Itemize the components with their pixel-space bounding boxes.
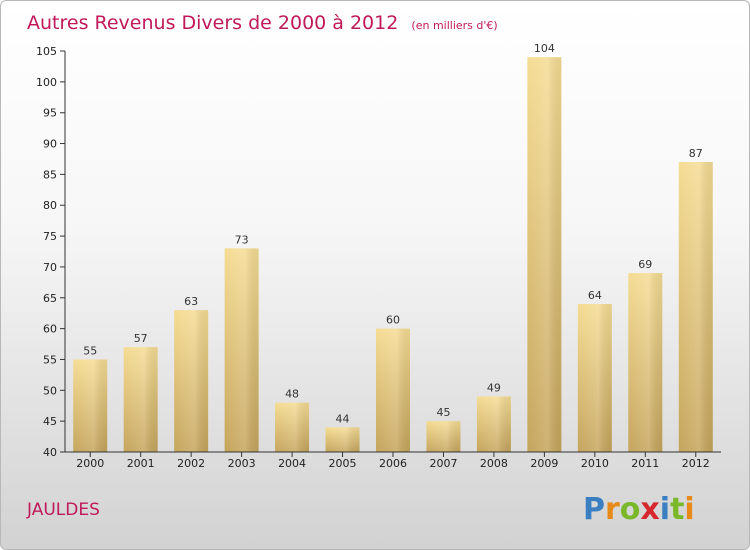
chart-title: Autres Revenus Divers de 2000 à 2012 (en…: [27, 12, 498, 34]
proxiti-logo[interactable]: Proxiti: [583, 492, 695, 527]
logo-letter: P: [583, 492, 605, 527]
town-name: JAULDES: [26, 500, 100, 520]
data-label: 63: [184, 295, 198, 308]
data-label: 69: [638, 258, 652, 271]
x-tick-label: 2012: [682, 457, 710, 470]
data-label: 55: [83, 344, 97, 357]
logo-letter: x: [640, 492, 659, 527]
x-tick-label: 2006: [379, 457, 407, 470]
x-tick-label: 2002: [177, 457, 205, 470]
data-label: 73: [235, 233, 249, 246]
y-tick-label: 90: [43, 138, 57, 151]
x-tick-label: 2003: [228, 457, 256, 470]
x-tick-label: 2000: [76, 457, 104, 470]
chart-title-main: Autres Revenus Divers de 2000 à 2012: [27, 12, 398, 34]
bar-sheen: [577, 303, 612, 452]
y-tick-label: 40: [43, 446, 57, 459]
y-tick-label: 80: [43, 199, 57, 212]
bar-sheen: [628, 273, 663, 452]
bar-sheen: [476, 396, 511, 452]
bar-sheen: [174, 310, 209, 452]
x-axis: 2000 2001 2002 2003 2004 2005 2006 2007 2008 2009…: [65, 451, 721, 470]
y-tick-label: 60: [43, 323, 57, 336]
y-tick-label: 85: [43, 168, 57, 181]
data-label: 49: [487, 381, 501, 394]
bar-sheen: [527, 57, 562, 453]
data-label: 45: [436, 406, 450, 419]
x-tick-label: 2010: [581, 457, 609, 470]
data-label: 87: [689, 147, 703, 160]
data-label: 104: [534, 42, 555, 55]
bars: 55 57 63 73 48 44 60 45 49 104 64 69 87: [73, 42, 713, 453]
y-tick-label: 55: [43, 353, 57, 366]
bar-sheen: [376, 328, 410, 452]
logo-letter: r: [605, 492, 620, 527]
y-tick-label: 95: [43, 107, 57, 120]
y-tick-label: 45: [43, 415, 57, 428]
x-tick-label: 2001: [127, 457, 155, 470]
bar-sheen: [224, 248, 259, 452]
x-tick-label: 2005: [329, 457, 357, 470]
logo-letter: i: [684, 492, 694, 527]
logo-letter: t: [670, 492, 684, 527]
y-tick-label: 50: [43, 384, 57, 397]
x-tick-label: 2011: [631, 457, 659, 470]
bar-sheen: [325, 427, 360, 452]
data-label: 57: [134, 332, 148, 345]
x-tick-label: 2004: [278, 457, 306, 470]
bar-sheen: [73, 359, 108, 452]
data-label: 60: [386, 314, 400, 327]
data-label: 44: [336, 412, 350, 425]
x-tick-label: 2007: [429, 457, 457, 470]
bar-sheen: [123, 347, 158, 452]
data-label: 48: [285, 388, 299, 401]
y-tick-label: 100: [36, 76, 57, 89]
x-tick-label: 2009: [530, 457, 558, 470]
logo-letter: o: [620, 492, 641, 527]
bar-sheen: [678, 162, 713, 453]
logo-letter: i: [660, 492, 670, 527]
bar-sheen: [426, 421, 461, 452]
data-label: 64: [588, 289, 602, 302]
y-tick-label: 65: [43, 292, 57, 305]
y-axis: 40 45 50 55 60 65 70 75 80 85 90 95 100 105: [36, 45, 66, 459]
y-tick-label: 70: [43, 261, 57, 274]
chart-subtitle: (en milliers d'€): [411, 19, 497, 32]
y-tick-label: 75: [43, 230, 57, 243]
x-tick-label: 2008: [480, 457, 508, 470]
bar-sheen: [275, 402, 310, 452]
y-tick-label: 105: [36, 45, 57, 58]
